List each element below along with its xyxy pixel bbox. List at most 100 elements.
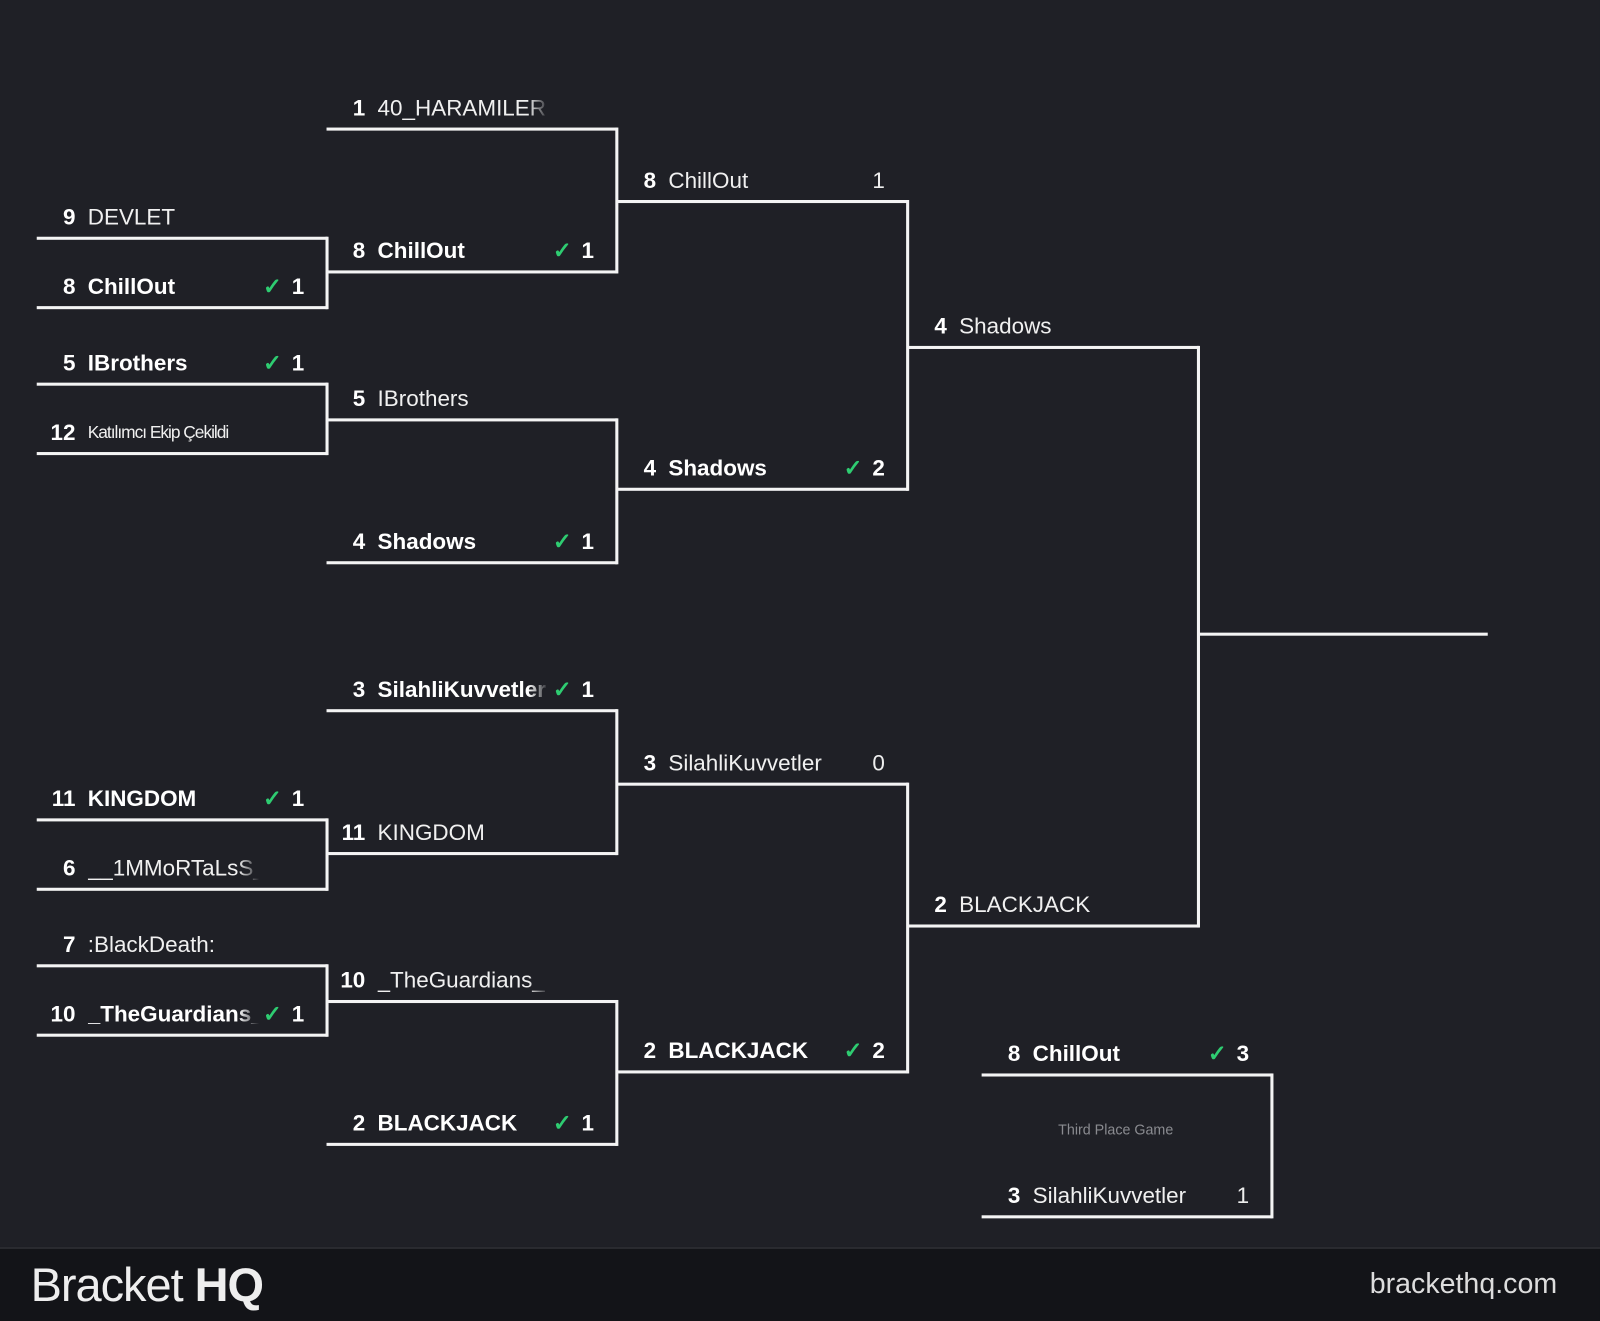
- team-slot[interactable]: 10 _TheGuardians_ ✓ 1: [37, 996, 328, 1033]
- team-score: 1: [291, 273, 305, 299]
- bracket-line: [326, 127, 618, 131]
- team-seed: 4: [934, 313, 947, 339]
- team-seed: 4: [643, 455, 657, 481]
- team-slot[interactable]: 6 __1MMoRTaLsS__: [37, 850, 328, 887]
- bracket-line: [326, 270, 618, 274]
- team-slot[interactable]: 5 IBrothers ✓ 1: [37, 345, 328, 382]
- check-icon: ✓: [552, 528, 572, 555]
- bracket-connector: [615, 418, 619, 565]
- team-name: KINGDOM: [87, 785, 197, 812]
- brand-bold: HQ: [194, 1258, 264, 1312]
- team-slot[interactable]: 8 ChillOut 1: [617, 162, 908, 199]
- bracket-line: [326, 418, 618, 422]
- team-seed: 7: [63, 931, 76, 958]
- team-slot[interactable]: 4 Shadows ✓ 2: [617, 450, 908, 487]
- team-slot[interactable]: 8 ChillOut ✓ 1: [327, 233, 618, 270]
- team-name: _TheGuardians_: [87, 1001, 260, 1027]
- team-slot[interactable]: 2 BLACKJACK: [908, 887, 1199, 924]
- team-name: ChillOut: [87, 273, 176, 299]
- team-seed: 10: [50, 1001, 76, 1027]
- team-score: 1: [291, 349, 305, 376]
- team-slot[interactable]: 11 KINGDOM: [327, 814, 618, 851]
- team-slot[interactable]: 8 ChillOut ✓ 1: [37, 268, 328, 305]
- team-slot[interactable]: 7 :BlackDeath:: [37, 927, 328, 964]
- team-seed: 2: [934, 891, 947, 918]
- team-seed: 11: [341, 819, 366, 845]
- check-icon: ✓: [552, 1110, 572, 1136]
- team-name: SilahliKuvvetler: [377, 676, 546, 703]
- bracket-line: [326, 709, 618, 713]
- team-name: Katılımcı Ekip Çekildi: [87, 422, 230, 442]
- bracket-line: [326, 561, 618, 565]
- team-seed: 8: [352, 237, 366, 264]
- team-name: 40_HARAMILER: [377, 94, 546, 121]
- team-name: BLACKJACK: [668, 1037, 809, 1064]
- team-slot[interactable]: 2 BLACKJACK ✓ 1: [327, 1105, 618, 1142]
- bracket-line: [617, 782, 909, 786]
- check-icon: ✓: [263, 785, 282, 812]
- team-seed: 3: [643, 749, 657, 776]
- team-slot[interactable]: 8 ChillOut ✓ 3: [982, 1036, 1273, 1073]
- team-slot[interactable]: 5 IBrothers: [327, 381, 618, 418]
- brand-light: Bracket: [30, 1258, 184, 1312]
- bracket-connector: [1196, 345, 1200, 928]
- bracket-line: [36, 818, 328, 822]
- team-seed: 3: [1007, 1182, 1021, 1209]
- team-seed: 8: [63, 273, 76, 299]
- team-slot[interactable]: 1 40_HARAMILER: [327, 90, 618, 127]
- team-score: 2: [872, 455, 885, 481]
- team-seed: 1: [352, 94, 366, 121]
- team-seed: 2: [643, 1037, 657, 1064]
- team-score: 2: [872, 1037, 885, 1064]
- site-link[interactable]: brackethq.com: [1369, 1267, 1558, 1299]
- team-slot[interactable]: 11 KINGDOM ✓ 1: [37, 781, 328, 818]
- team-seed: 8: [643, 167, 657, 193]
- team-score: 1: [581, 237, 595, 264]
- team-slot[interactable]: 9 DEVLET: [37, 199, 328, 236]
- check-icon: ✓: [552, 237, 572, 264]
- team-slot[interactable]: 3 SilahliKuvvetler ✓ 1: [327, 671, 618, 708]
- team-slot[interactable]: 4 Shadows: [908, 308, 1199, 345]
- team-score: 0: [872, 749, 885, 776]
- check-icon: ✓: [843, 1037, 863, 1064]
- team-name: IBrothers: [377, 385, 469, 412]
- check-icon: ✓: [263, 1001, 282, 1027]
- bracket-line: [36, 382, 328, 386]
- team-seed: 5: [63, 349, 76, 376]
- bracket-line: [981, 1215, 1273, 1219]
- team-name: ChillOut: [668, 167, 749, 193]
- team-seed: 2: [352, 1110, 366, 1136]
- team-name: :BlackDeath:: [87, 931, 216, 958]
- team-name: __1MMoRTaLsS__: [87, 855, 259, 881]
- team-slot[interactable]: 2 BLACKJACK ✓ 2: [617, 1033, 908, 1070]
- team-name: _TheGuardians_: [377, 967, 545, 993]
- bracket-connector: [615, 709, 619, 856]
- team-name: BLACKJACK: [377, 1110, 518, 1136]
- brand-logo[interactable]: Bracket HQ: [30, 1257, 264, 1312]
- team-score: 1: [291, 1001, 305, 1027]
- team-slot[interactable]: 3 SilahliKuvvetler 0: [617, 745, 908, 782]
- check-icon: ✓: [552, 676, 572, 703]
- bracket-line: [908, 924, 1199, 928]
- team-slot[interactable]: 10 _TheGuardians_: [327, 962, 618, 999]
- team-score: 1: [291, 785, 305, 812]
- team-score: 1: [581, 528, 595, 555]
- bracket-line: [36, 964, 328, 968]
- bracket-line: [617, 1070, 909, 1074]
- team-score: 1: [581, 676, 595, 703]
- team-slot[interactable]: 3 SilahliKuvvetler 1: [982, 1178, 1273, 1215]
- team-slot[interactable]: 12 Katılımcı Ekip Çekildi: [37, 414, 328, 451]
- bracket-connector: [615, 127, 619, 274]
- team-score: 1: [1236, 1182, 1250, 1209]
- team-name: ChillOut: [377, 237, 465, 264]
- team-seed: 6: [63, 855, 76, 881]
- bracket-line: [617, 487, 909, 491]
- team-seed: 5: [352, 385, 366, 412]
- champion-line: [1198, 632, 1488, 636]
- check-icon: ✓: [263, 273, 282, 299]
- team-slot[interactable]: 4 Shadows ✓ 1: [327, 523, 618, 560]
- bracket-line: [36, 887, 328, 891]
- bracket-line: [908, 345, 1199, 349]
- team-name: SilahliKuvvetler: [668, 749, 822, 776]
- team-name: SilahliKuvvetler: [1032, 1182, 1187, 1209]
